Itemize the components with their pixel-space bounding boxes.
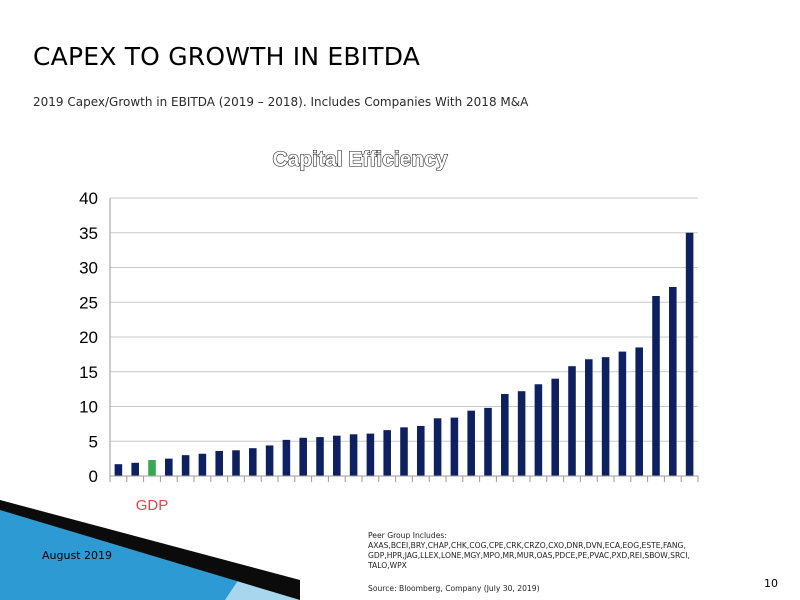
peer-group-line: GDP,HPR,JAG,LLEX,LONE,MGY,MPO,MR,MUR,OAS… [368,551,690,560]
bar [215,450,223,476]
slide-title: CAPEX TO GROWTH IN EBITDA [33,42,421,71]
bar [349,434,358,476]
bar [165,458,173,476]
bar [249,448,257,476]
bar [232,450,240,476]
y-tick-label: 5 [89,432,98,451]
capital-efficiency-chart: Capital Efficiency 0 5 10 15 20 25 30 35 40 GDP [79,147,699,514]
y-tick-label: 0 [89,467,98,486]
page-number: 10 [764,577,778,590]
bar [467,410,475,476]
bar [282,439,291,476]
peer-group-line: Peer Group Includes: [368,531,447,540]
bar-gdp [148,460,156,476]
peer-group-note: Peer Group Includes: AXAS,BCEI,BRY,CHAP,… [368,531,740,571]
bar [131,462,139,476]
bar [585,359,593,476]
y-tick-label: 40 [79,189,98,208]
footer-date: August 2019 [42,549,112,562]
y-tick-label: 35 [79,224,98,243]
bar [618,351,627,476]
bar [685,232,694,476]
gdp-label: GDP [136,497,169,514]
chart-title: Capital Efficiency [272,148,447,171]
y-tick-label: 30 [79,259,98,278]
bar [417,425,425,476]
bar [383,430,391,476]
bar [669,286,677,476]
bar [400,427,408,476]
bar [484,407,492,476]
bar [517,391,526,476]
bar [652,295,660,476]
y-tick-label: 20 [79,328,98,347]
gridlines [110,197,698,442]
bar [366,433,375,476]
axes: 0 5 10 15 20 25 30 35 40 [79,189,699,486]
bar-series [114,232,694,476]
bar [568,366,576,476]
bar [433,418,442,476]
peer-group-line: TALO,WPX [368,561,407,570]
bar [114,464,123,476]
bar [450,417,459,476]
decorative-swoosh [0,500,300,600]
bar [501,393,509,476]
slide-subtitle: 2019 Capex/Growth in EBITDA (2019 – 2018… [33,95,529,109]
bar [635,347,643,476]
y-tick-label: 15 [79,363,98,382]
y-tick-label: 25 [79,293,98,312]
y-tick-label: 10 [79,398,98,417]
bar [265,445,274,476]
bar [551,378,559,476]
bar [299,437,307,476]
bar [198,453,207,476]
bar [333,435,341,476]
bar [601,357,610,476]
source-note: Source: Bloomberg, Company (July 30, 201… [368,584,540,593]
bar [316,437,324,476]
bar [181,455,190,476]
peer-group-line: AXAS,BCEI,BRY,CHAP,CHK,COG,CPE,CRK,CRZO,… [368,541,686,550]
bar [534,384,543,476]
